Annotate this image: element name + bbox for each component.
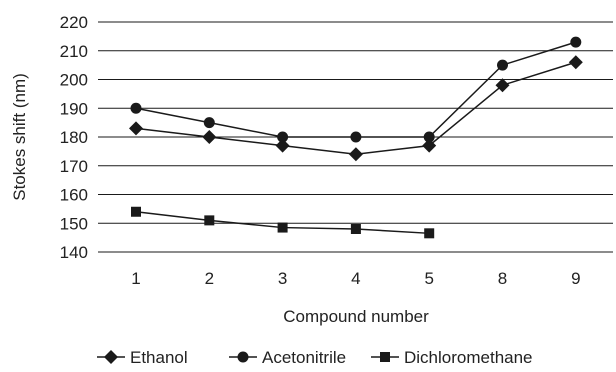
ethanol-point-2 [202,130,217,144]
y-axis-ticks: 140 150 160 170 180 190 200 210 220 [60,13,88,262]
x-tick-label-8: 8 [498,269,507,288]
y-axis-title: Stokes shift (nm) [10,73,29,201]
ethanol-point-5 [422,138,437,153]
legend: Ethanol Acetonitrile Dichloromethane [97,348,533,367]
x-tick-label-1: 1 [131,269,140,288]
y-tick-label-210: 210 [60,42,88,61]
legend-label-dichloromethane: Dichloromethane [404,348,533,367]
dichloromethane-point-3 [277,222,288,233]
dichloromethane-point-5 [424,228,435,239]
y-tick-label-150: 150 [60,214,88,233]
acetonitrile-line [135,41,577,138]
x-tick-label-4: 4 [351,269,360,288]
acetonitrile-point-9 [570,36,582,48]
acetonitrile-point-8 [497,59,508,71]
dichloromethane-point-1 [131,206,141,217]
acetonitrile-point-1 [130,102,142,114]
legend-label-acetonitrile: Acetonitrile [262,348,346,367]
legend-item-dichloromethane: Dichloromethane [371,348,533,367]
y-tick-label-190: 190 [60,99,88,118]
series-dichloromethane [131,206,435,239]
y-tick-label-170: 170 [60,157,88,176]
legend-marker-acetonitrile [237,351,249,363]
series-acetonitrile [130,36,582,143]
legend-label-ethanol: Ethanol [130,348,188,367]
y-tick-label-200: 200 [60,71,88,90]
legend-marker-ethanol [104,350,118,364]
series-ethanol [129,55,583,162]
ethanol-point-9 [568,55,583,70]
y-tick-label-160: 160 [60,186,88,205]
series-layer [129,36,583,239]
ethanol-point-1 [129,121,143,136]
acetonitrile-point-2 [203,117,215,129]
y-tick-label-140: 140 [60,243,88,262]
y-tick-label-180: 180 [60,128,88,147]
legend-item-acetonitrile: Acetonitrile [229,348,346,367]
legend-marker-dichloromethane [380,352,390,362]
acetonitrile-point-3 [277,131,289,143]
ethanol-point-3 [275,138,290,153]
x-tick-label-5: 5 [424,269,433,288]
legend-item-ethanol: Ethanol [97,348,188,367]
ethanol-point-4 [348,147,363,162]
x-axis-title: Compound number [283,307,429,326]
x-axis-ticks: 1 2 3 4 5 8 9 [131,269,580,288]
ethanol-point-8 [495,78,510,93]
y-tick-label-220: 220 [60,13,88,32]
x-tick-label-2: 2 [205,269,214,288]
dichloromethane-point-2 [204,215,215,226]
x-tick-label-3: 3 [278,269,287,288]
x-tick-label-9: 9 [571,269,580,288]
dichloromethane-point-4 [350,224,361,234]
acetonitrile-point-5 [423,131,435,143]
acetonitrile-point-4 [350,131,362,143]
